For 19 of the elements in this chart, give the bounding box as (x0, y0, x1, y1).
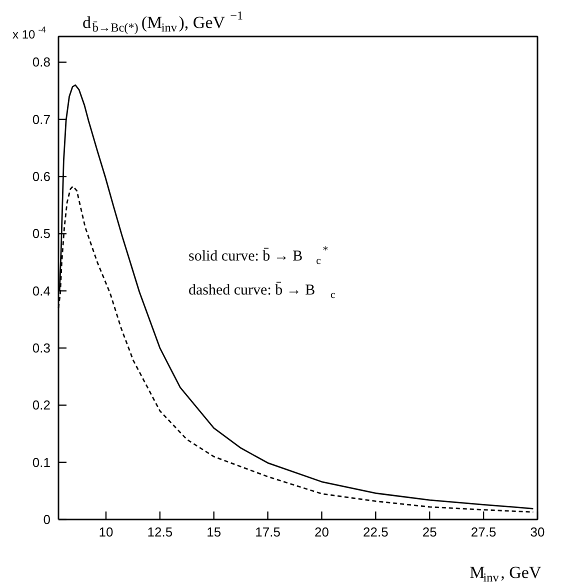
y-tick-label: 0.5 (32, 226, 51, 242)
y-tick-label: 0.4 (32, 283, 51, 298)
y-tick-label: 0.7 (32, 112, 51, 127)
x-tick-label: 25 (422, 524, 437, 540)
x-tick-label: 10 (98, 524, 114, 540)
x-tick-label: 17.5 (255, 524, 280, 540)
x-tick-label: 27.5 (470, 524, 496, 540)
x-tick-label: 15 (206, 524, 222, 540)
y-tick-label: 0.1 (32, 454, 51, 470)
y-tick-label: 0.2 (32, 398, 51, 413)
y-tick-label: 0 (43, 512, 51, 527)
y-tick-label: 0.8 (32, 54, 51, 70)
x-tick-label: 20 (314, 524, 329, 540)
y-tick-label: 0.6 (32, 169, 51, 184)
x-tick-label: 12.5 (147, 524, 173, 540)
x-tick-label: 30 (530, 524, 545, 540)
x-tick-label: 22.5 (363, 524, 388, 540)
y-tick-label: 0.3 (32, 340, 51, 356)
text: x 10-4 (12, 24, 46, 42)
